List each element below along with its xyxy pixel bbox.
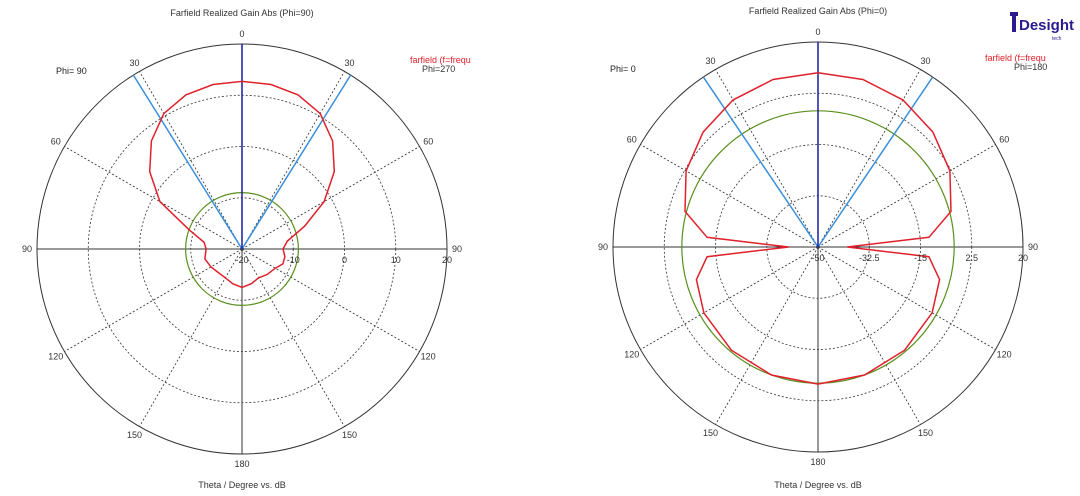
radial-tick-label: 2.5 <box>966 253 979 263</box>
phi-label: Phi= 90 <box>56 66 87 76</box>
beamwidth-line <box>702 76 819 248</box>
angle-label: 150 <box>918 428 933 438</box>
logo-text: Desight <box>1019 17 1074 34</box>
angle-label: 120 <box>624 350 639 360</box>
brand-logo: Desight tech <box>1010 12 1074 42</box>
beamwidth-line <box>241 74 352 250</box>
grid-spoke <box>715 246 819 425</box>
grid-spoke <box>139 248 243 427</box>
radial-tick-label: -20 <box>235 255 248 265</box>
angle-label: 30 <box>705 56 715 66</box>
radial-tick-label: -32.5 <box>859 253 880 263</box>
x-axis-label: Theta / Degree vs. dB <box>198 480 286 490</box>
angle-label: 90 <box>1028 242 1038 252</box>
radial-tick-label: 20 <box>442 255 452 265</box>
polar-plot-area: 0 30 60 90 120 150 180 30 60 90 120 150 -20 -10 0 10 20 <box>22 29 462 469</box>
grid-spoke <box>817 246 921 425</box>
grid-spoke <box>640 246 819 350</box>
angle-label: 30 <box>129 58 139 68</box>
grid-spoke <box>640 144 819 248</box>
logo-mark-dot <box>1010 12 1018 16</box>
radial-tick-label: 10 <box>391 255 401 265</box>
angle-label: 0 <box>815 27 820 37</box>
radial-tick-label: 20 <box>1018 253 1028 263</box>
radial-tick-label: -15 <box>914 253 927 263</box>
angle-label: 150 <box>127 430 142 440</box>
grid-spoke <box>715 69 819 248</box>
chart-title: Farfield Realized Gain Abs (Phi=90) <box>170 8 313 18</box>
legend-entry: farfield (f=frequ <box>985 53 1046 63</box>
angle-label: 120 <box>421 352 436 362</box>
angle-label: 120 <box>48 352 63 362</box>
grid-spoke <box>817 69 921 248</box>
logo-subtext: tech <box>1052 36 1062 42</box>
gain-curve <box>684 72 952 385</box>
angle-label: 90 <box>22 244 32 254</box>
grid-spoke <box>241 248 345 427</box>
angle-label: 30 <box>920 56 930 66</box>
gain-curve <box>148 80 336 289</box>
polar-plot-area: 0 30 60 90 120 150 180 30 60 90 120 150 -50 -32.5 -15 2… <box>598 27 1038 467</box>
grid-spoke <box>64 248 243 352</box>
logo-mark <box>1012 12 1016 32</box>
beamwidth-line <box>817 76 934 248</box>
angle-label: 150 <box>703 428 718 438</box>
angle-label: 120 <box>997 350 1012 360</box>
grid-spoke <box>139 71 243 250</box>
angle-label: 180 <box>810 457 825 467</box>
legend-sub: Phi=180 <box>1014 62 1047 72</box>
angle-label: 60 <box>51 137 61 147</box>
radial-tick-label: -50 <box>811 253 824 263</box>
angle-label: 60 <box>423 137 433 147</box>
angle-label: 30 <box>344 58 354 68</box>
grid-spoke <box>64 146 243 250</box>
radial-tick-label: 0 <box>342 255 347 265</box>
polar-chart-phi90: Farfield Realized Gain Abs (Phi=90) Phi=… <box>22 8 471 490</box>
angle-label: 90 <box>598 242 608 252</box>
beamwidth-line <box>132 74 243 250</box>
phi-label: Phi= 0 <box>610 64 636 74</box>
radial-tick-label: -10 <box>287 255 300 265</box>
chart-title: Farfield Realized Gain Abs (Phi=0) <box>749 6 887 16</box>
legend-sub: Phi=270 <box>422 64 455 74</box>
grid-spoke <box>241 71 345 250</box>
angle-label: 0 <box>239 29 244 39</box>
legend-entry: farfield (f=frequ <box>410 55 471 65</box>
x-axis-label: Theta / Degree vs. dB <box>774 480 862 490</box>
angle-label: 180 <box>234 459 249 469</box>
angle-label: 60 <box>999 135 1009 145</box>
polar-chart-phi0: Farfield Realized Gain Abs (Phi=0) Phi= … <box>598 6 1047 490</box>
angle-label: 60 <box>627 135 637 145</box>
angle-label: 90 <box>452 244 462 254</box>
angle-label: 150 <box>342 430 357 440</box>
